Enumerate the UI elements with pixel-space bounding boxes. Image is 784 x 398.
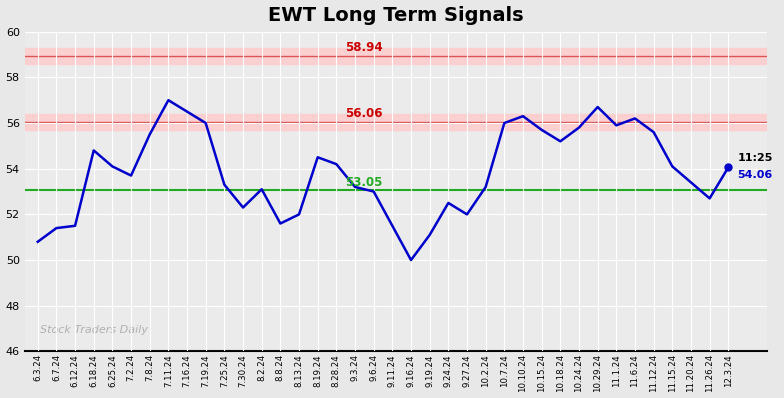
Text: 58.94: 58.94	[345, 41, 383, 54]
Text: 53.05: 53.05	[345, 176, 383, 189]
Text: Stock Traders Daily: Stock Traders Daily	[39, 326, 147, 336]
Bar	[24, 48, 768, 64]
Title: EWT Long Term Signals: EWT Long Term Signals	[268, 6, 524, 25]
Text: 56.06: 56.06	[345, 107, 383, 120]
Text: 54.06: 54.06	[738, 170, 773, 180]
Bar	[24, 114, 768, 130]
Text: 11:25: 11:25	[738, 153, 773, 163]
